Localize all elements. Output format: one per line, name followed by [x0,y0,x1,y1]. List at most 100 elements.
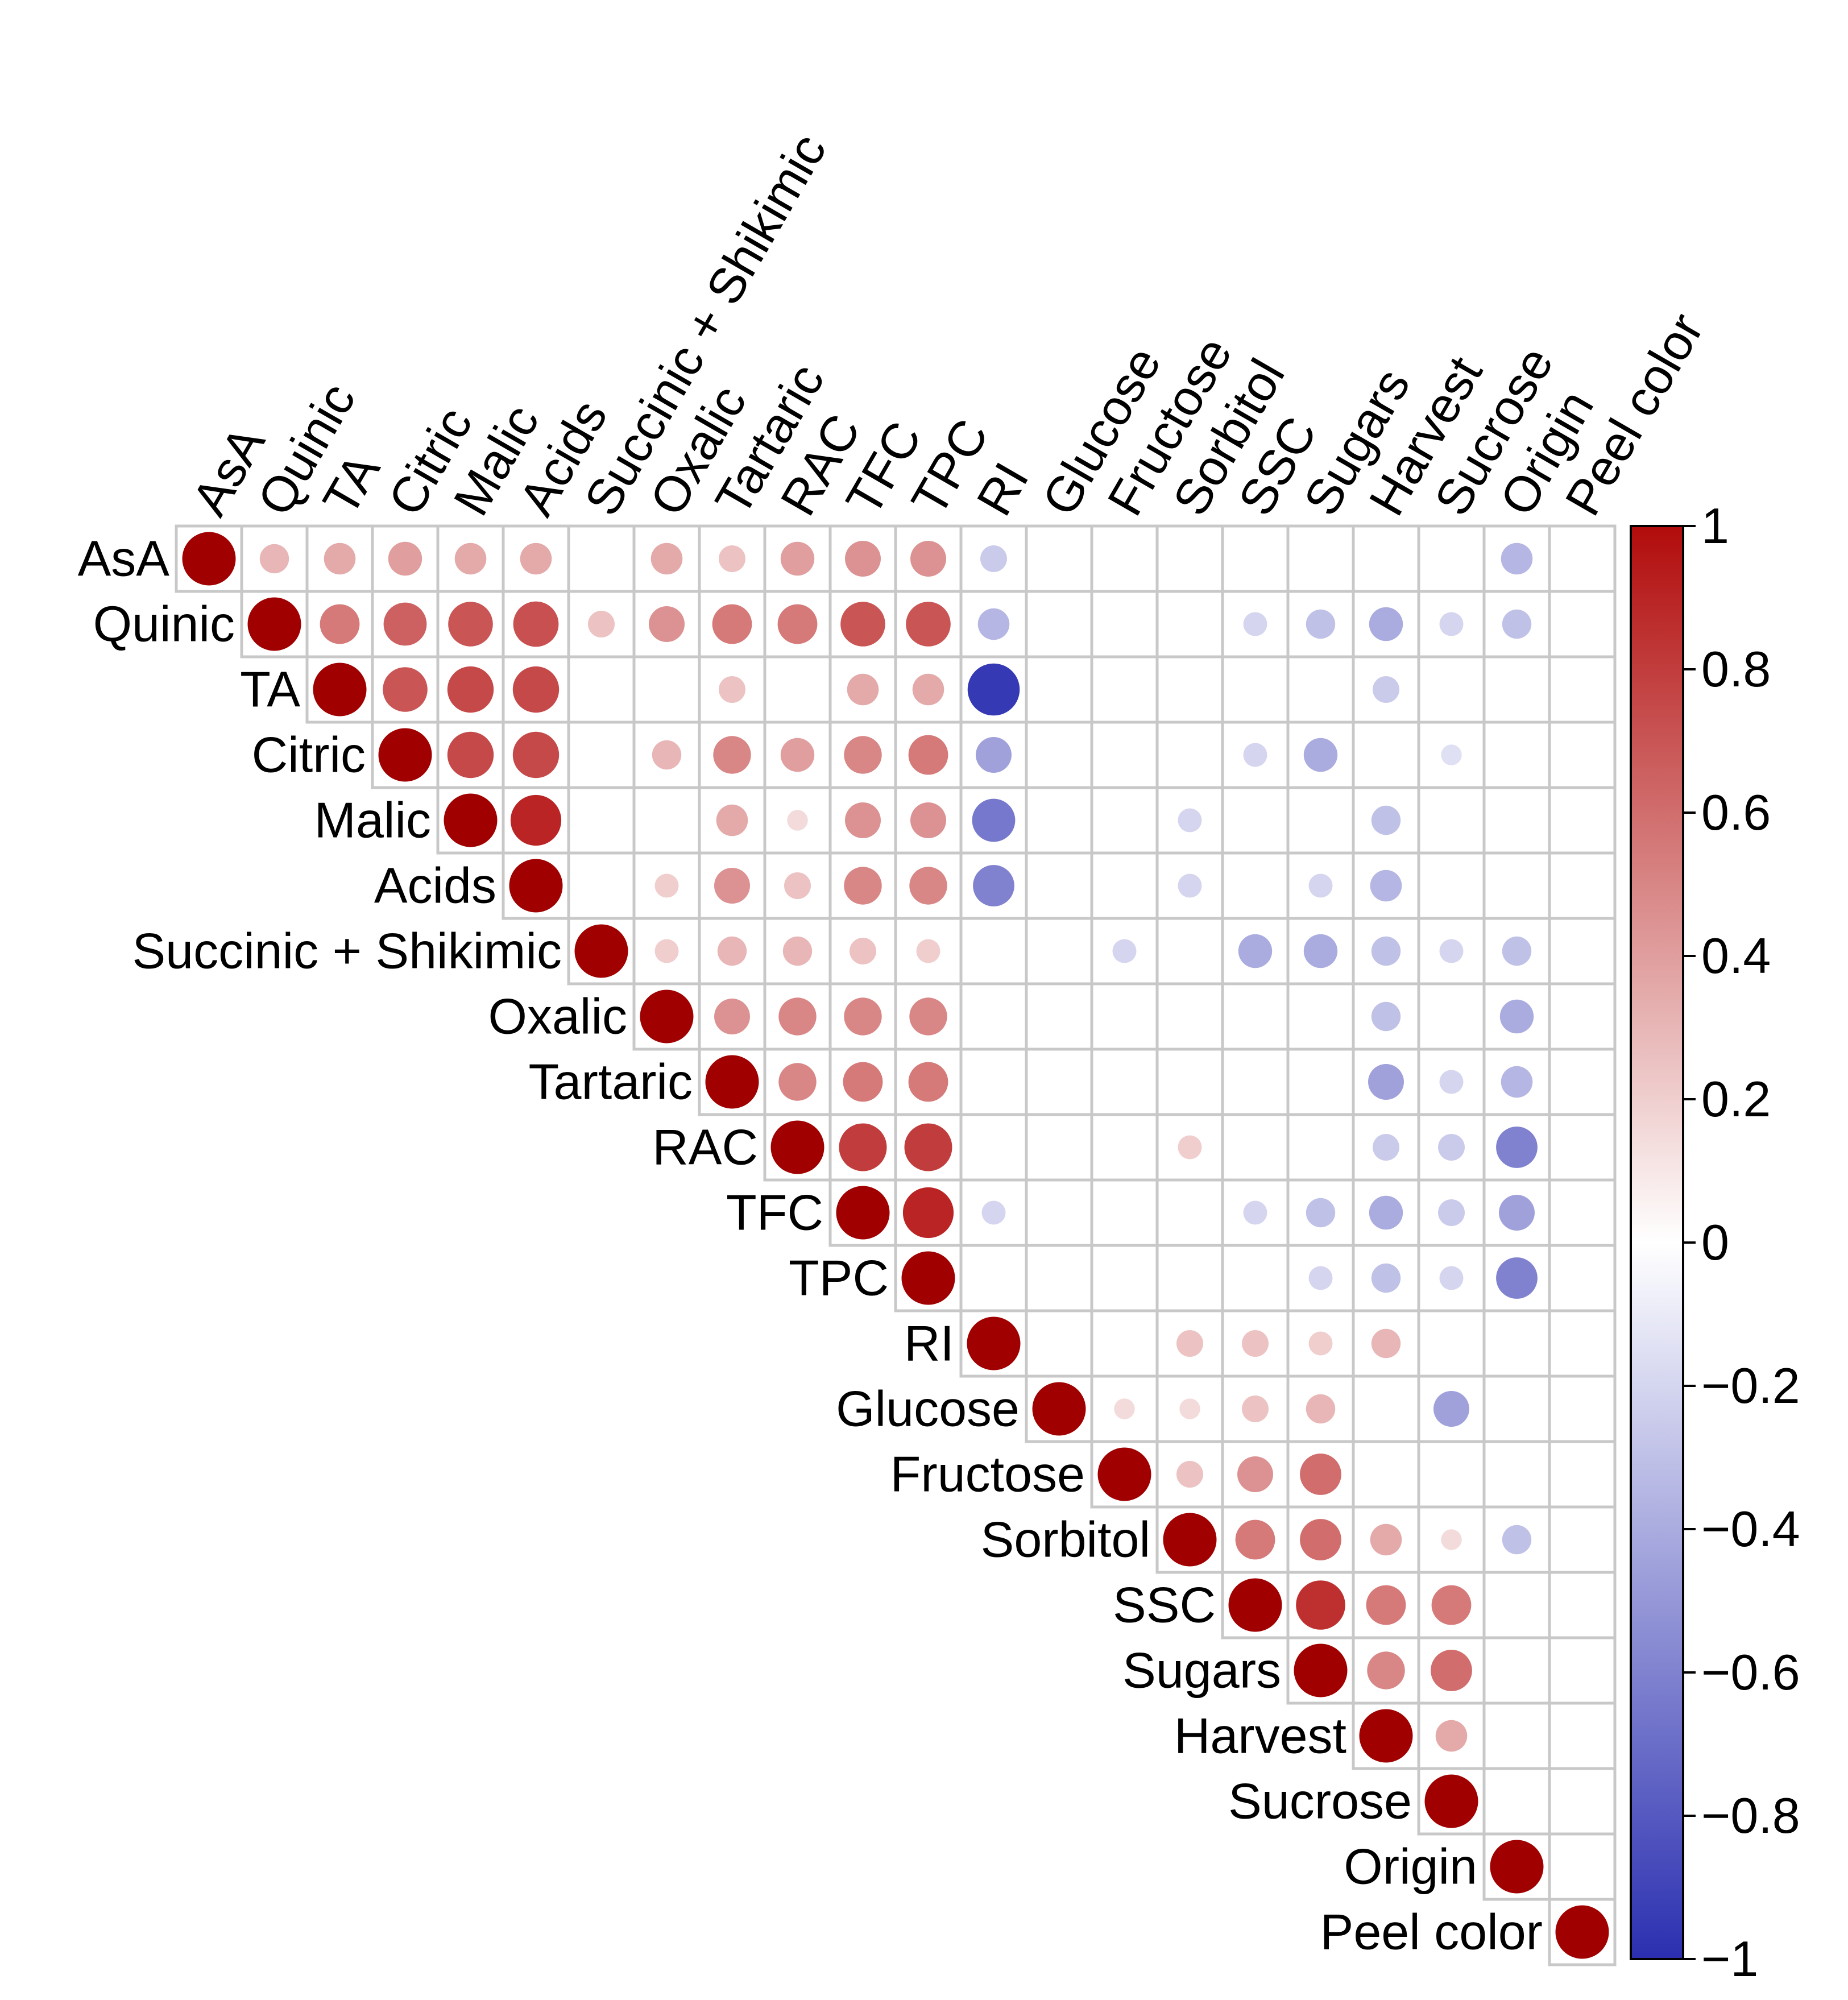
correlation-circle-ri-sorbitol [1176,1330,1203,1357]
correlation-circle-acids-oxalic [654,873,679,898]
grid-cell-oxalic-fructose [1090,982,1159,1051]
correlation-circle-origin-origin [1490,1840,1544,1894]
correlation-circle-quinic-succinic-shikimic [588,611,615,637]
correlation-circle-citric-rac [780,738,815,772]
correlation-circle-asa-asa [182,532,236,586]
grid-cell-tfc-glucose [1025,1178,1093,1247]
correlation-circle-sorbitol-sorbitol [1163,1513,1217,1567]
grid-cell-acids-peel-color [1548,851,1617,920]
row-label-glucose: Glucose [836,1381,1020,1437]
grid-cell-tfc-fructose [1090,1178,1159,1247]
grid-cell-fructose-peel-color [1548,1440,1617,1509]
grid-cell-citric-sorbitol [1155,721,1224,789]
row-label-oxalic: Oxalic [488,988,628,1045]
grid-cell-tartaric-peel-color [1548,1047,1617,1116]
grid-cell-tpc-peel-color [1548,1244,1617,1312]
correlation-circle-tfc-ri [981,1200,1006,1225]
grid-cell-ri-origin [1482,1309,1551,1378]
correlation-circle-asa-ta [324,543,356,575]
grid-cell-succinic-shikimic-sorbitol [1155,917,1224,985]
grid-cell-malic-origin [1482,786,1551,855]
row-label-sorbitol: Sorbitol [981,1512,1150,1568]
correlation-circle-citric-oxalic [652,740,682,770]
grid-cell-origin-peel-color [1548,1832,1617,1901]
row-label-tpc: TPC [789,1250,889,1306]
row-label-rac: RAC [652,1119,758,1175]
grid-cell-succinic-shikimic-ri [959,917,1028,985]
correlation-circle-sorbitol-sucrose [1441,1529,1462,1550]
correlation-circle-ssc-sugars [1296,1580,1345,1630]
correlation-circle-tfc-harvest [1369,1195,1403,1230]
grid-cell-tpc-ssc [1221,1244,1290,1312]
grid-cell-malic-glucose [1025,786,1093,855]
grid-cell-sucrose-peel-color [1548,1767,1617,1836]
correlation-circle-fructose-fructose [1097,1447,1151,1501]
grid-cell-oxalic-sorbitol [1155,982,1224,1051]
row-label-ssc: SSC [1113,1577,1216,1633]
correlation-circle-oxalic-tpc [909,997,947,1036]
correlation-circle-malic-acids [510,794,562,846]
correlation-circle-glucose-sorbitol [1179,1398,1200,1419]
grid-cell-tartaric-ssc [1221,1047,1290,1116]
correlation-circle-asa-ri [980,545,1007,572]
correlation-circle-quinic-citric [383,602,427,646]
correlation-circle-succinic-shikimic-oxalic [654,939,679,963]
row-label-sugars: Sugars [1122,1642,1281,1699]
grid-cell-asa-ssc [1221,524,1290,593]
row-label-ta: TA [240,661,300,718]
grid-cell-tartaric-sugars [1286,1047,1355,1116]
grid-cell-acids-sucrose [1417,851,1486,920]
grid-cell-ta-peel-color [1548,655,1617,724]
correlation-circle-succinic-shikimic-rac [782,936,813,966]
grid-cell-malic-sugars [1286,786,1355,855]
row-label-quinic: Quinic [93,596,235,652]
grid-cell-citric-peel-color [1548,721,1617,789]
correlation-circle-acids-sugars [1308,873,1333,898]
grid-cell-acids-glucose [1025,851,1093,920]
correlation-circle-fructose-sorbitol [1176,1461,1203,1488]
circle-layer [182,532,1609,1959]
correlation-circle-harvest-sucrose [1435,1720,1468,1752]
correlation-circle-acids-tpc [909,867,947,905]
colorbar-tick-label: −0.8 [1701,1787,1800,1844]
correlation-circle-succinic-shikimic-ssc [1238,934,1273,968]
correlation-circle-asa-malic [454,543,487,575]
correlation-circle-quinic-acids [513,601,559,647]
correlation-circle-glucose-glucose [1032,1382,1086,1436]
correlation-circle-asa-rac [780,541,815,576]
grid-cell-asa-peel-color [1548,524,1617,593]
grid-cell-asa-glucose [1025,524,1093,593]
correlation-circle-asa-citric [388,541,422,576]
correlation-circle-glucose-sucrose [1433,1391,1469,1427]
colorbar-tick-label: −0.2 [1701,1357,1800,1414]
correlation-circle-citric-ssc [1243,743,1267,767]
colorbar-tick-label: 0.6 [1701,784,1771,840]
correlation-circle-ta-ta [313,662,367,717]
grid-cell-tartaric-sorbitol [1155,1047,1224,1116]
grid-cell-oxalic-ssc [1221,982,1290,1051]
grid-cell-ta-sorbitol [1155,655,1224,724]
colorbar-tick-label: −0.4 [1701,1501,1800,1557]
grid-cell-glucose-peel-color [1548,1374,1617,1443]
correlation-circle-tartaric-harvest [1368,1064,1404,1100]
correlation-circle-quinic-ssc [1243,612,1267,636]
grid-cell-oxalic-peel-color [1548,982,1617,1051]
grid-cell-glucose-harvest [1352,1374,1420,1443]
correlation-circle-malic-harvest [1371,805,1401,835]
correlation-circle-asa-origin [1501,543,1533,575]
row-label-fructose: Fructose [890,1446,1085,1502]
grid-cell-malic-peel-color [1548,786,1617,855]
grid-cell-malic-sucrose [1417,786,1486,855]
grid-cell-ri-fructose [1090,1309,1159,1378]
correlation-circle-oxalic-harvest [1371,1001,1401,1032]
grid-cell-ta-ssc [1221,655,1290,724]
grid-cell-malic-succinic-shikimic [567,786,636,855]
correlation-circle-tartaric-rac [778,1063,817,1101]
correlation-circle-tfc-origin [1499,1195,1535,1231]
correlation-circle-succinic-shikimic-sugars [1303,934,1338,968]
grid-cell-asa-harvest [1352,524,1420,593]
correlation-circle-citric-ri [976,737,1012,773]
correlation-circle-asa-tpc [910,541,946,577]
